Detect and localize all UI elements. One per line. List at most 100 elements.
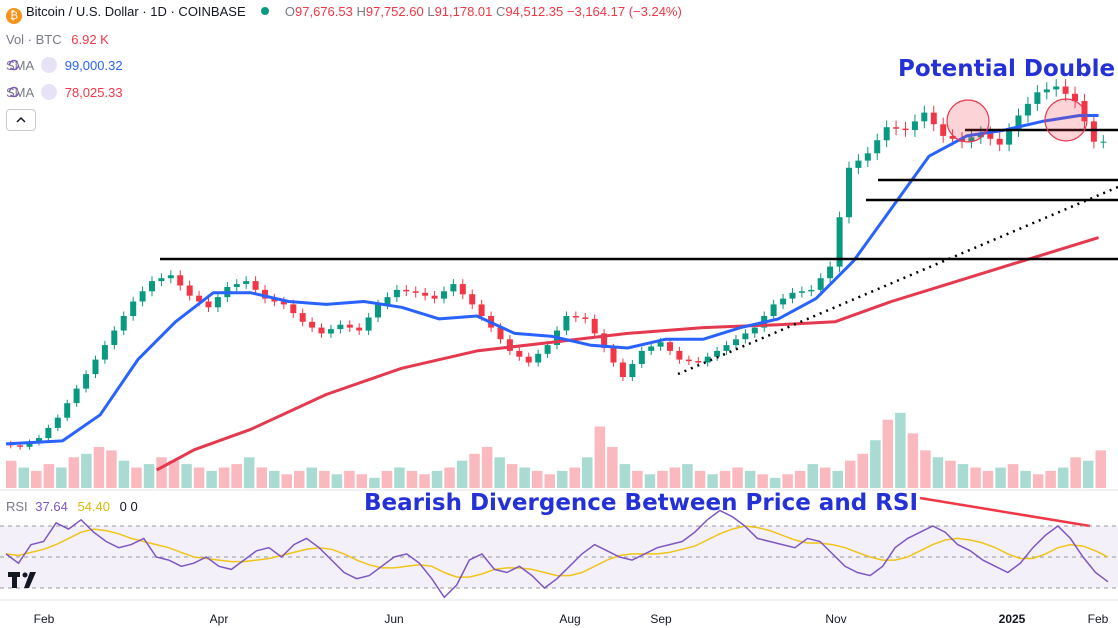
candle <box>808 285 815 297</box>
volume-bar <box>156 457 167 489</box>
candle <box>233 279 240 292</box>
candle-body <box>1100 141 1107 143</box>
volume-bar <box>1070 457 1081 489</box>
volume-bar <box>469 453 480 488</box>
candle-body <box>92 359 99 375</box>
candle <box>959 132 965 149</box>
candle-body <box>450 284 457 292</box>
x-tick-label: Feb <box>1088 612 1109 626</box>
candle-body <box>26 442 33 447</box>
close-label: C <box>496 4 506 19</box>
double-top-circle-right <box>1044 98 1088 142</box>
candle-body <box>1062 86 1069 94</box>
tradingview-logo[interactable] <box>8 570 42 590</box>
sma-fast-value: 99,000.32 <box>64 58 123 73</box>
candle <box>26 439 33 450</box>
candle-body <box>902 128 909 131</box>
volume-bar <box>1057 467 1069 488</box>
level-layer <box>160 98 1118 528</box>
low-label: L <box>427 4 435 19</box>
candle-body <box>290 304 297 314</box>
volume-bar <box>895 412 906 488</box>
candle <box>940 117 947 143</box>
volume-bar <box>532 470 543 488</box>
volume-bar <box>619 464 631 488</box>
collapse-legend-button[interactable] <box>6 109 36 131</box>
candle-body <box>139 291 146 302</box>
candle-body <box>149 281 155 292</box>
candle <box>177 270 184 291</box>
rsi-ma-line <box>5 525 1109 578</box>
candle-body <box>375 304 381 318</box>
volume-legend[interactable]: Vol · BTC 6.92 K <box>6 32 109 47</box>
volume-bar <box>807 464 818 488</box>
candle <box>770 299 777 321</box>
candle <box>262 285 268 304</box>
candle <box>365 312 372 336</box>
candle <box>996 132 1003 152</box>
volume-bar <box>1045 470 1056 488</box>
volume-bar <box>644 474 656 488</box>
candle <box>346 320 353 333</box>
volume-bar <box>331 474 343 488</box>
volume-bar <box>269 470 280 488</box>
volume-bar <box>131 467 142 488</box>
candle <box>403 285 410 297</box>
rsi-label: RSI <box>6 499 28 514</box>
volume-bar <box>1032 474 1044 488</box>
volume-bar <box>820 467 831 488</box>
candle <box>874 133 881 160</box>
rsi-legend[interactable]: RSI 37.64 54.40 0 0 <box>6 499 138 514</box>
volume-bar <box>344 470 355 488</box>
candle <box>243 276 250 289</box>
candle-body <box>309 321 316 328</box>
candle <box>817 273 824 295</box>
candle-body <box>949 135 956 139</box>
candle <box>911 114 918 137</box>
candle <box>742 329 749 344</box>
candle <box>930 105 937 132</box>
candle-body <box>1053 86 1060 90</box>
candle <box>846 161 852 224</box>
volume-value: 6.92 K <box>71 32 109 47</box>
candle-body <box>158 278 165 282</box>
candle <box>921 105 928 129</box>
volume-bar <box>6 460 17 488</box>
volume-bar <box>995 467 1006 488</box>
candle-body <box>346 324 353 328</box>
candle <box>516 346 523 361</box>
symbol-title[interactable]: Bitcoin / U.S. Dollar · 1D · COINBASE <box>26 4 246 19</box>
sma-slow-line <box>155 236 1100 472</box>
candle-body <box>441 291 447 299</box>
candle <box>572 311 579 322</box>
candle-body <box>73 388 80 404</box>
double-top-circle-left <box>946 99 990 143</box>
volume-bar <box>281 474 292 488</box>
volume-bar <box>118 460 130 488</box>
volume-bar <box>707 474 718 488</box>
candle-body <box>469 294 476 305</box>
volume-bar <box>782 474 793 488</box>
candle-body <box>648 346 655 351</box>
candle <box>214 292 221 313</box>
candle-body <box>403 289 410 292</box>
candle <box>827 261 834 284</box>
candle <box>582 312 589 324</box>
refresh-icon[interactable] <box>8 84 58 100</box>
candle <box>149 276 155 297</box>
candle <box>1024 96 1031 123</box>
candle <box>280 296 287 310</box>
candle-body <box>685 359 692 362</box>
sma-slow-legend[interactable]: SMA 78,025.33 <box>6 84 123 100</box>
volume-bar <box>744 470 756 488</box>
candle-body <box>299 313 306 322</box>
high-value: 97,752.60 <box>365 4 424 19</box>
refresh-icon[interactable] <box>8 57 58 73</box>
candle-body <box>770 304 777 316</box>
sma-fast-legend[interactable]: SMA 99,000.32 <box>6 57 123 73</box>
candle <box>723 340 730 356</box>
volume-bar <box>870 440 881 488</box>
candle-body <box>243 281 250 284</box>
